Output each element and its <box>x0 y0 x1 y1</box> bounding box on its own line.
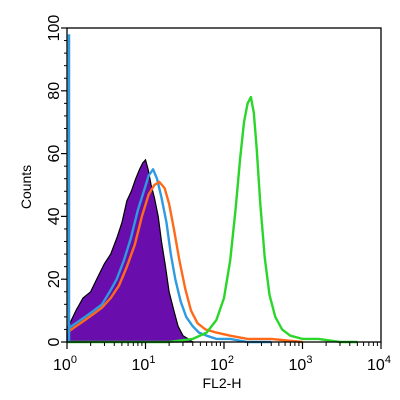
series-layer <box>66 34 358 344</box>
x-axis-title: FL2-H <box>203 375 242 391</box>
x-tick-label: 101 <box>132 354 156 374</box>
x-tick-label: 100 <box>53 354 77 374</box>
histogram-filled-series <box>66 158 195 343</box>
y-tick-label: 80 <box>46 82 63 100</box>
y-tick-label: 100 <box>46 15 63 42</box>
histogram-line-series-3 <box>66 180 303 344</box>
x-tick-label: 102 <box>210 354 234 374</box>
y-tick-label: 20 <box>46 270 63 288</box>
y-tick-label: 0 <box>46 337 63 346</box>
histogram-line-series-4 <box>67 95 358 344</box>
y-tick-label: 60 <box>46 145 63 163</box>
y-tick-label: 40 <box>46 207 63 225</box>
x-tick-label: 103 <box>289 354 313 374</box>
x-tick-label: 104 <box>367 354 391 374</box>
tick-layer: 0 20 40 60 80 100 100 101 102 103 104 <box>46 15 391 374</box>
y-axis-title: Counts <box>18 165 34 209</box>
